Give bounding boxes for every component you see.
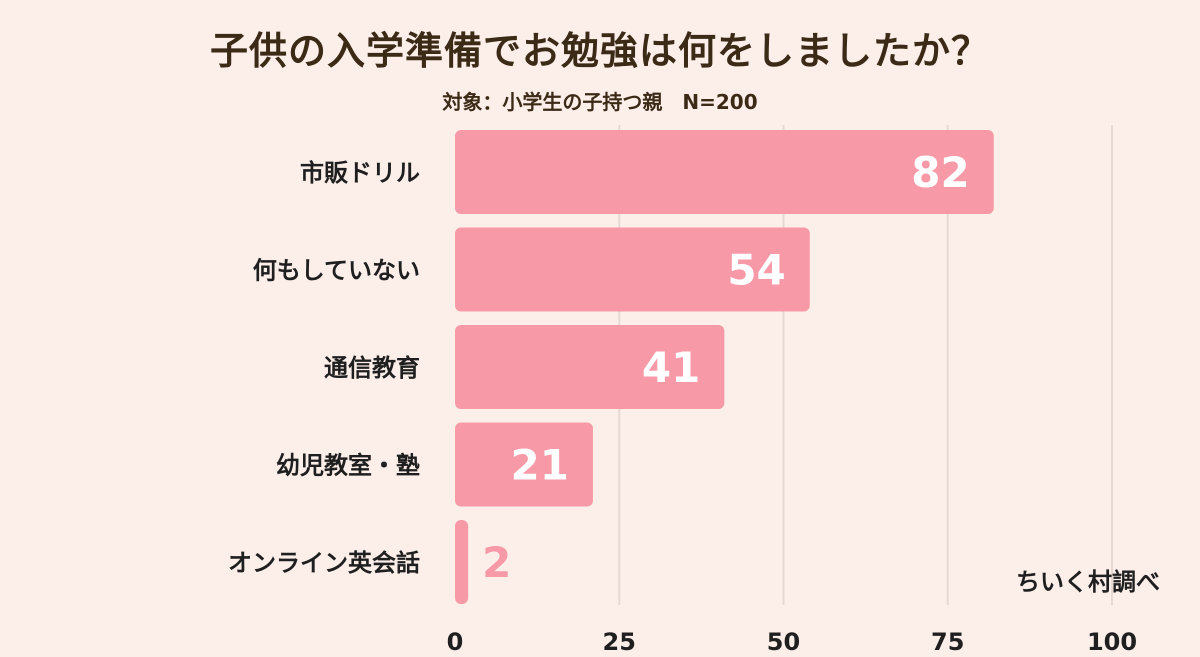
x-tick-label: 25: [603, 628, 636, 656]
category-label: 市販ドリル: [300, 159, 420, 187]
category-label: 何もしていない: [253, 257, 420, 285]
bar: [455, 130, 994, 214]
value-label: 41: [642, 343, 700, 392]
x-tick-label: 0: [447, 628, 464, 656]
bar: [455, 422, 593, 507]
chart-subtitle: 対象：小学生の子持つ親 N=200: [442, 90, 758, 114]
value-label: 2: [482, 538, 511, 587]
bar: [455, 227, 810, 312]
category-label: オンライン英会話: [228, 549, 420, 577]
category-label: 幼児教室・塾: [276, 452, 420, 480]
bar: [455, 325, 725, 409]
value-label: 21: [511, 441, 569, 490]
bar: [455, 520, 469, 604]
chart-title: 子供の入学準備でお勉強は何をしましたか？: [209, 29, 990, 73]
source-credit: ちいく村調べ: [1016, 568, 1160, 596]
x-tick-label: 100: [1087, 628, 1137, 656]
category-label: 通信教育: [324, 354, 420, 382]
x-tick-label: 50: [767, 628, 800, 656]
value-label: 54: [727, 246, 785, 295]
x-tick-label: 75: [931, 628, 964, 656]
value-label: 82: [911, 148, 969, 197]
